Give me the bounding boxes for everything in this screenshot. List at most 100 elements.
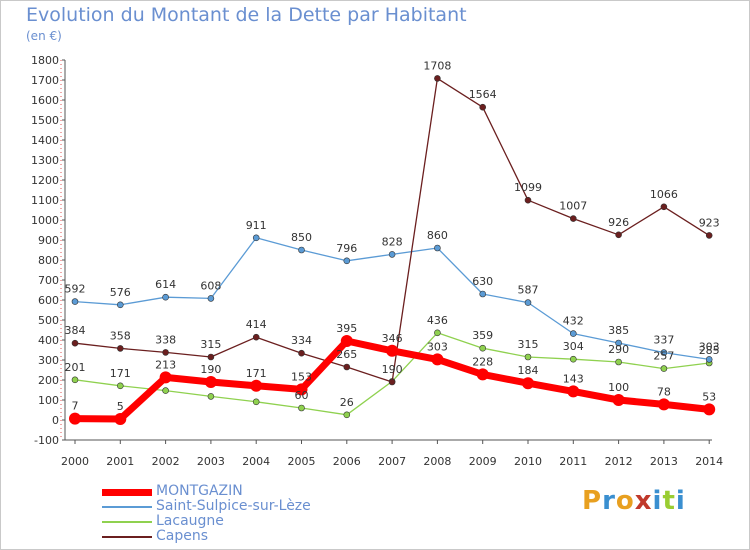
data-point [340,335,353,347]
data-point [298,246,305,254]
data-label: 614 [155,278,176,291]
data-label: 303 [427,340,448,353]
data-label: 304 [563,340,584,353]
data-point [388,251,396,258]
x-tick-label: 2011 [559,455,587,468]
chart-subtitle: (en €) [26,29,62,43]
series-montgazin [69,335,716,425]
data-point [71,376,79,384]
x-tick-label: 2013 [650,455,678,468]
data-point [660,203,668,211]
data-label: 346 [382,332,403,345]
data-point [207,295,215,302]
data-label: 432 [563,315,584,328]
y-tick-label: 0 [52,414,59,427]
data-label: 587 [518,284,539,297]
data-label: 384 [65,324,86,337]
legend-item: Capens [102,529,402,544]
data-point [615,339,622,347]
data-label: 5 [117,400,124,413]
legend-item: Lacaugne [102,514,402,529]
data-point [567,385,580,398]
data-label: 153 [291,370,312,383]
data-point [71,298,79,305]
data-point [434,244,441,252]
data-label: 1066 [650,188,678,201]
data-point [298,404,305,412]
y-tick-label: -100 [34,434,59,447]
y-tick-label: 1400 [31,134,59,147]
data-point [434,75,441,82]
data-label: 201 [65,361,86,374]
x-tick-label: 2003 [197,455,225,468]
data-label: 53 [702,390,716,403]
x-tick-label: 2000 [61,455,89,468]
data-label: 436 [427,314,448,327]
data-point [204,376,217,388]
data-label: 171 [110,367,131,380]
data-label: 828 [382,235,403,248]
data-point [476,368,489,381]
data-label: 911 [246,219,267,232]
data-point [615,358,622,366]
y-tick-label: 200 [38,374,59,387]
data-point [705,232,713,239]
y-tick-label: 800 [38,254,59,267]
data-point [343,257,351,265]
legend-label: MONTGAZIN [156,483,243,499]
data-point [388,378,396,386]
data-point [69,412,81,425]
y-tick-label: 1200 [31,174,59,187]
y-tick-label: 700 [38,274,59,287]
x-tick-label: 2006 [333,455,361,468]
legend-item: MONTGAZIN [102,484,402,499]
data-label: 228 [472,355,493,368]
x-tick-label: 2008 [423,455,451,468]
proxiti-logo: Proxiti [582,486,686,516]
data-point [159,371,172,384]
data-label: 385 [608,324,629,337]
data-point [162,293,169,301]
x-tick-label: 2014 [695,455,723,468]
data-point [522,377,534,390]
data-label: 315 [200,338,221,351]
data-label: 1708 [423,59,451,72]
data-label: 285 [699,344,720,357]
data-point [524,299,532,306]
data-point [343,363,351,371]
data-point [343,411,351,419]
y-tick-label: 300 [38,354,59,367]
data-label: 926 [608,216,629,229]
data-point [386,344,399,357]
data-label: 290 [608,343,629,356]
x-tick-label: 2009 [469,455,497,468]
y-tick-label: 1000 [31,214,59,227]
data-label: 359 [472,329,493,342]
y-tick-label: 400 [38,334,59,347]
data-label: 576 [110,286,131,299]
data-label: 78 [657,385,671,398]
data-point [117,301,124,309]
data-point [660,349,668,356]
y-tick-label: 1600 [31,94,59,107]
data-point [479,290,487,298]
data-label: 257 [653,350,674,363]
data-point [660,365,668,372]
data-label: 100 [608,381,629,394]
data-point [705,356,713,363]
data-label: 265 [336,348,357,361]
data-point [569,330,577,337]
data-label: 608 [200,279,221,292]
y-tick-label: 600 [38,294,59,307]
data-point [612,394,625,406]
chart-legend: MONTGAZIN Saint-Sulpice-sur-Lèze Lacaugne C… [102,484,402,544]
data-point [434,329,441,337]
data-label: 184 [518,364,539,377]
data-label: 796 [336,242,357,255]
data-point [615,231,622,239]
data-point [479,344,487,352]
data-point [71,339,79,347]
data-label: 60 [295,389,309,402]
data-label: 1564 [469,88,497,101]
data-label: 630 [472,275,493,288]
